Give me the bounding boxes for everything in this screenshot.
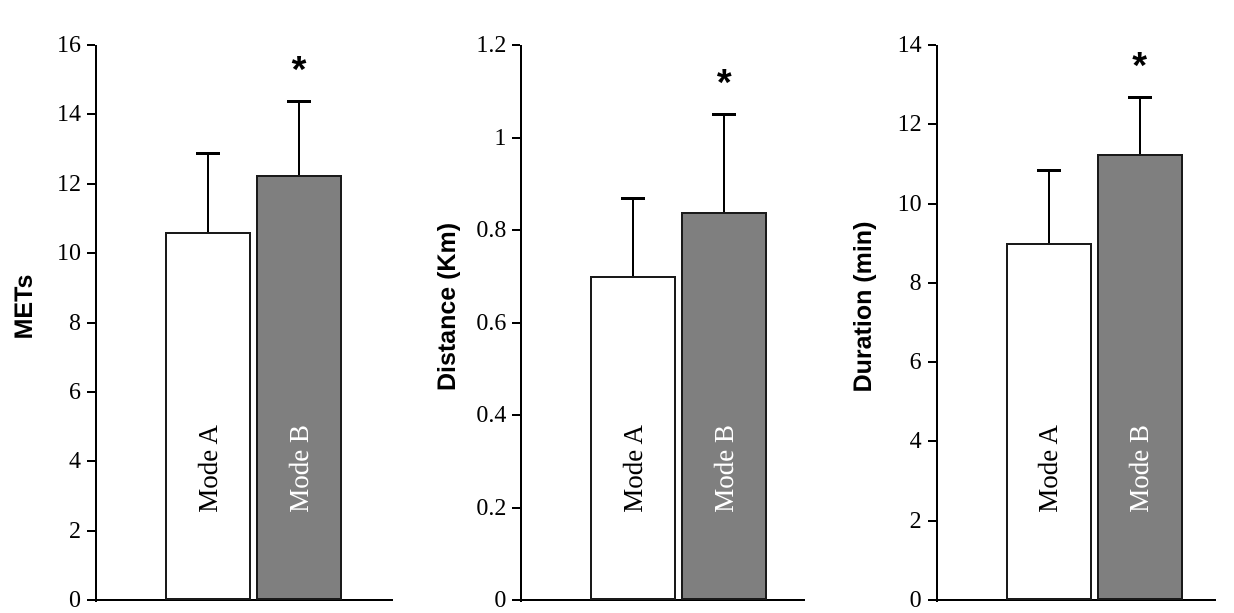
y-axis-tick-label: 2: [69, 517, 81, 544]
y-axis-tick: [87, 113, 95, 116]
y-axis-tick: [927, 44, 936, 46]
y-axis-tick: [512, 321, 521, 324]
error-bar-cap: [621, 196, 646, 200]
y-axis-tick: [927, 202, 936, 205]
chart-panel-duration: Duration (min) 0 2 4 6 8 10 12 14 Mode A Mode B *: [823, 0, 1234, 613]
y-axis-tick-label: 0.2: [476, 494, 507, 521]
error-bar-cap: [1127, 95, 1152, 99]
bar-label: Mode B: [283, 425, 314, 513]
error-bar-line: [207, 152, 209, 233]
y-axis-tick: [927, 599, 936, 601]
error-bar-line: [1138, 96, 1141, 154]
y-axis-tick-label: 14: [897, 32, 922, 58]
y-axis-line: [520, 45, 523, 602]
bar-mode-a: Mode A: [1005, 243, 1092, 600]
bar-mode-a: Mode A: [165, 232, 251, 600]
x-axis-line: [520, 599, 805, 601]
y-axis-tick: [927, 519, 936, 522]
y-axis-tick-label: 0: [69, 587, 81, 613]
y-axis-tick-label: 12: [897, 111, 922, 138]
significance-asterisk: *: [1132, 44, 1148, 87]
y-axis-tick-label: 16: [57, 32, 81, 58]
y-axis-tick: [927, 440, 936, 443]
chart-panel-mets: METs 0 2 4 6 8 10 12 14 16 Mode A Mode B *: [0, 0, 411, 613]
y-axis-tick: [512, 229, 521, 231]
y-axis-tick: [512, 414, 521, 416]
bar-mode-a: Mode A: [590, 276, 677, 600]
error-bar-line: [632, 197, 635, 277]
y-axis-tick: [87, 460, 95, 463]
y-axis-tick-label: 4: [69, 448, 81, 475]
significance-asterisk: *: [716, 62, 732, 105]
chart-panel-distance: Distance (Km) 0 0.2 0.4 0.6 0.8 1 1.2 Mode A Mod…: [411, 0, 822, 613]
bar-mode-b: Mode B: [1096, 154, 1183, 600]
y-axis-title: Distance (Km): [433, 222, 462, 391]
y-axis-tick: [512, 44, 521, 46]
y-axis-tick-label: 0: [909, 587, 922, 613]
y-axis-line: [935, 45, 938, 602]
y-axis-tick: [87, 44, 95, 46]
error-bar-cap: [287, 99, 311, 103]
y-axis-tick: [512, 599, 521, 601]
bar-label: Mode B: [708, 425, 739, 513]
y-axis-tick-label: 6: [909, 349, 922, 376]
bar-label: Mode A: [617, 425, 648, 513]
y-axis-tick-label: 8: [909, 269, 922, 296]
y-axis-tick-label: 10: [57, 240, 81, 267]
y-axis-tick: [927, 361, 936, 364]
y-axis-tick-label: 1: [494, 124, 507, 151]
y-axis-tick-label: 10: [897, 190, 922, 217]
x-axis-line: [95, 599, 394, 601]
y-axis-tick: [87, 390, 95, 393]
y-axis-tick: [927, 123, 936, 126]
bar-mode-b: Mode B: [256, 175, 342, 600]
y-axis-tick-label: 1.2: [476, 32, 507, 58]
y-axis-tick-label: 0.8: [476, 217, 507, 243]
error-bar-cap: [1036, 168, 1061, 172]
y-axis-tick-label: 12: [57, 170, 81, 197]
error-bar-line: [723, 114, 726, 212]
error-bar-line: [1047, 169, 1050, 244]
y-axis-tick: [512, 136, 521, 139]
y-axis-tick: [512, 506, 521, 509]
y-axis-line: [95, 45, 97, 602]
y-axis-tick: [87, 182, 95, 185]
y-axis-tick: [87, 252, 95, 255]
y-axis-tick-label: 0.6: [476, 309, 507, 336]
x-axis-line: [935, 599, 1216, 601]
bar-label: Mode A: [192, 425, 223, 513]
y-axis-tick-label: 6: [69, 378, 81, 405]
error-bar-cap: [712, 113, 737, 117]
bar-label: Mode A: [1033, 425, 1064, 513]
y-axis-tick-label: 0.4: [476, 402, 507, 428]
error-bar-line: [298, 100, 300, 176]
bar-mode-b: Mode B: [681, 211, 768, 600]
y-axis-tick-label: 4: [909, 428, 922, 455]
significance-asterisk: *: [291, 48, 307, 91]
y-axis-tick-label: 2: [909, 507, 922, 534]
y-axis-tick-label: 8: [69, 309, 81, 336]
error-bar-cap: [196, 151, 220, 155]
y-axis-tick-label: 0: [494, 587, 507, 613]
bar-label: Mode B: [1124, 425, 1155, 513]
y-axis-tick: [927, 281, 936, 284]
y-axis-tick: [87, 321, 95, 324]
y-axis-tick-label: 14: [57, 101, 81, 128]
y-axis-tick: [87, 599, 95, 601]
y-axis-tick: [87, 529, 95, 532]
